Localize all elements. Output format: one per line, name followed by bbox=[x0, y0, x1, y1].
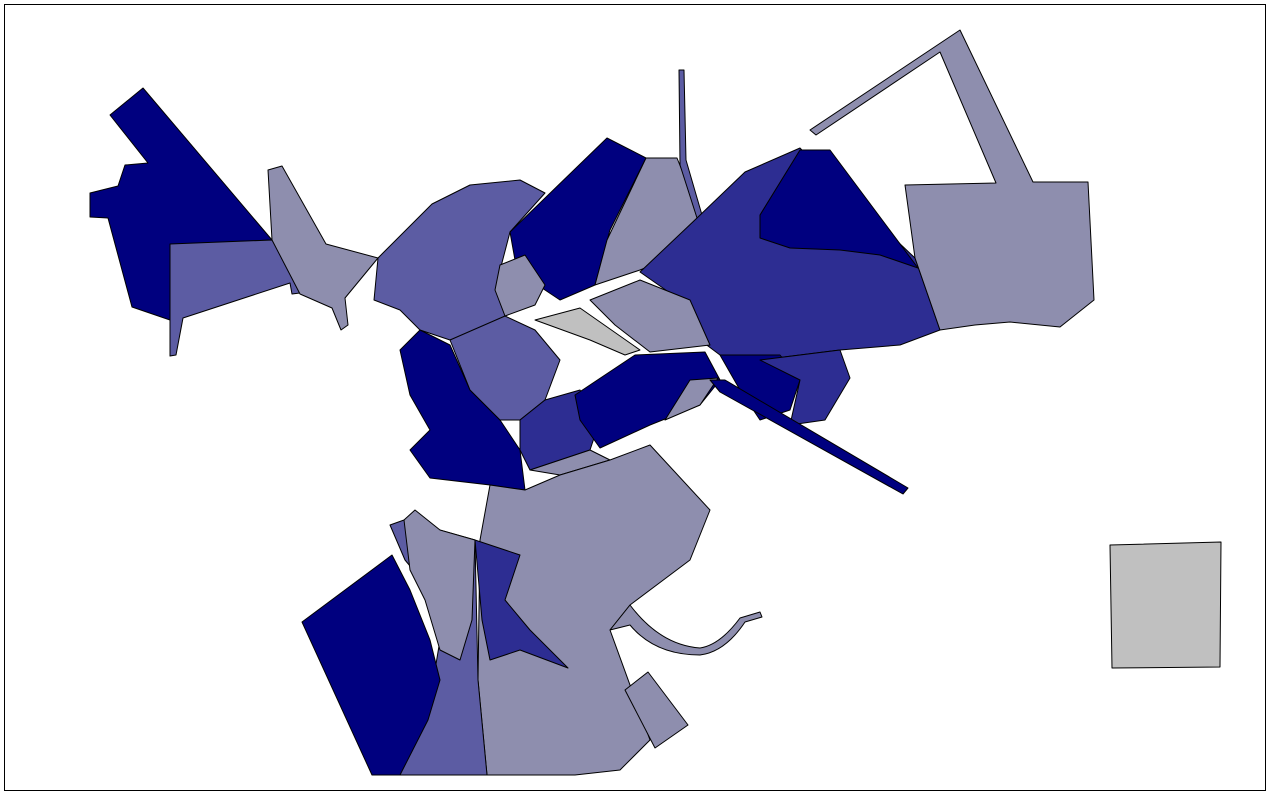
district-southeast-small[interactable] bbox=[624, 671, 689, 749]
district-northeast-dark[interactable] bbox=[759, 149, 919, 269]
district-south-inner-light[interactable] bbox=[403, 509, 476, 661]
district-south-high[interactable] bbox=[474, 539, 569, 669]
district-northeast-outer[interactable] bbox=[809, 29, 1095, 331]
district-southwest-dark[interactable] bbox=[301, 554, 441, 776]
district-no-data[interactable] bbox=[1109, 541, 1222, 669]
district-central-light-wedge[interactable] bbox=[534, 307, 641, 356]
district-core-light-1[interactable] bbox=[529, 449, 611, 476]
district-west-light[interactable] bbox=[267, 165, 379, 331]
district-central-light-3[interactable] bbox=[494, 254, 546, 317]
district-central-light-2[interactable] bbox=[589, 279, 711, 353]
district-east-light[interactable] bbox=[664, 377, 719, 421]
district-east-high[interactable] bbox=[759, 349, 851, 426]
district-southeast-strip[interactable] bbox=[709, 379, 909, 495]
district-river-strip[interactable] bbox=[609, 604, 763, 656]
